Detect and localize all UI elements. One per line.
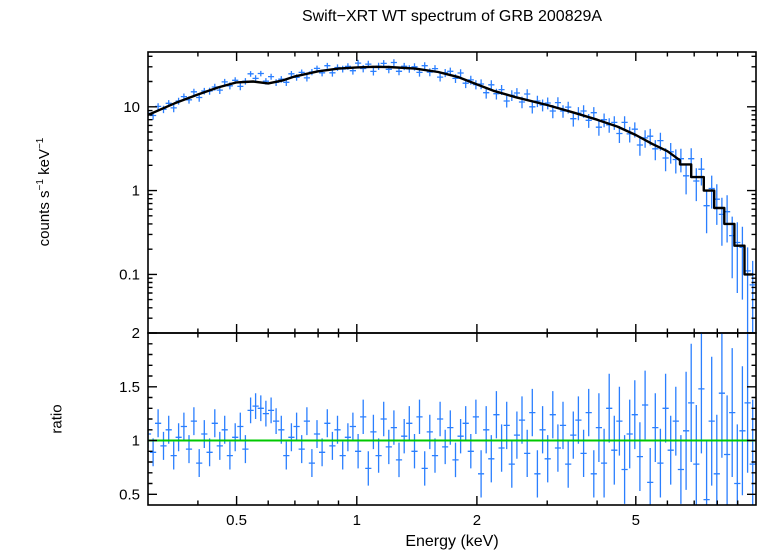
ratio-panel-data (148, 333, 756, 505)
y-tick-label: 1 (132, 433, 140, 450)
ratio-axis-label: ratio (48, 404, 66, 434)
y-tick-label: 0.1 (119, 266, 140, 283)
y-tick-label: 10 (123, 99, 140, 116)
y-tick-label: 1.5 (119, 379, 140, 396)
spectrum-error-bars (148, 59, 756, 333)
counts-axis-superscript-1: −1 (35, 179, 46, 191)
spectrum-ticks (148, 52, 756, 333)
counts-axis-label: counts s−1 keV−1 (35, 138, 53, 247)
counts-axis-label-mid: keV (36, 149, 53, 180)
ratio-error-bars (148, 333, 756, 505)
x-tick-label: 0.5 (226, 512, 247, 529)
chart-title: Swift−XRT WT spectrum of GRB 200829A (301, 8, 603, 25)
spectrum-axis-frame (147, 51, 757, 334)
model-line (148, 65, 754, 276)
ratio-axis-frame (147, 332, 757, 506)
spectrum-panel-data (148, 59, 756, 333)
y-tick-label: 1 (132, 183, 140, 200)
counts-axis-label-pre: counts s (36, 190, 53, 247)
y-tick-label: 2 (132, 325, 140, 342)
energy-axis-label: Energy (keV) (405, 533, 499, 550)
ratio-ticks (148, 332, 756, 505)
y-tick-label: 0.5 (119, 486, 140, 503)
x-tick-label: 2 (473, 512, 481, 529)
counts-axis-superscript-2: −1 (35, 137, 46, 150)
x-tick-label: 1 (353, 512, 361, 529)
x-tick-label: 5 (632, 512, 640, 529)
